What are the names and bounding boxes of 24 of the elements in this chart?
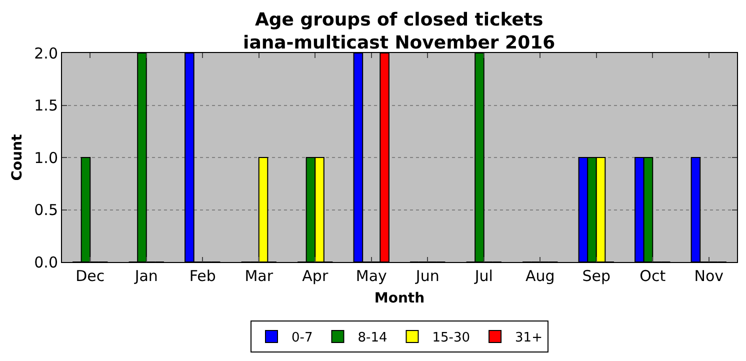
x-tick-label: Jun xyxy=(414,267,440,285)
x-axis-title: Month xyxy=(374,290,425,306)
x-tick-label: Oct xyxy=(640,267,666,285)
x-tick-label: May xyxy=(356,267,388,285)
y-tick-label: 0.0 xyxy=(34,253,58,272)
legend-label: 0-7 xyxy=(292,330,313,346)
x-tick-label: Dec xyxy=(76,267,105,285)
y-tick-label: 0.5 xyxy=(34,201,58,219)
x-tick-label: Nov xyxy=(694,267,724,285)
legend-label: 15-30 xyxy=(432,330,470,346)
legend-label: 8-14 xyxy=(358,330,388,346)
x-tick-label: Apr xyxy=(302,267,329,285)
x-tick-label: Sep xyxy=(582,267,611,285)
legend-label: 31+ xyxy=(515,330,542,346)
y-tick-label: 2.0 xyxy=(34,44,58,62)
chart-title: Age groups of closed tickets iana-multicast November 2016 xyxy=(243,9,556,54)
y-tick-label: 1.0 xyxy=(34,148,58,167)
y-tick-label: 1.5 xyxy=(34,96,58,114)
x-tick-label: Aug xyxy=(525,267,555,285)
x-tick-label: Feb xyxy=(189,267,216,285)
y-axis-title: Count xyxy=(10,134,26,181)
x-tick-label: Mar xyxy=(244,267,274,285)
x-tick-label: Jan xyxy=(134,267,158,285)
x-tick-label: Jul xyxy=(474,267,493,285)
